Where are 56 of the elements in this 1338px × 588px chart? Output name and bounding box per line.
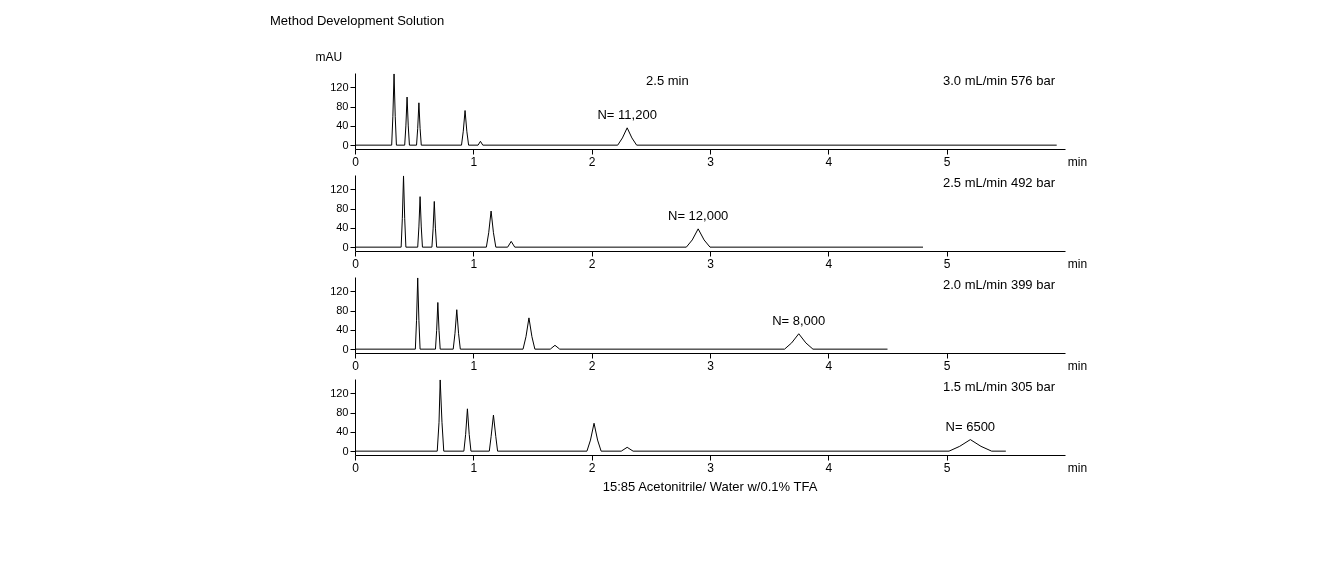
- y-tick-label: 80: [336, 100, 349, 113]
- x-tick-label: 2: [588, 256, 596, 271]
- y-tick-label: 120: [330, 386, 349, 399]
- x-tick-label: 1: [470, 358, 478, 373]
- y-tick-label: 40: [336, 221, 349, 234]
- annotation: 1.5 mL/min 305 bar: [942, 379, 1056, 394]
- x-tick-label: 1: [470, 460, 478, 475]
- y-tick-label: 0: [342, 342, 349, 355]
- y-axis-title: mAU: [315, 49, 343, 64]
- x-tick-label: 2: [588, 460, 596, 475]
- y-tick-label: 40: [336, 323, 349, 336]
- y-tick-label: 40: [336, 425, 349, 438]
- x-tick-label: 1: [470, 256, 478, 271]
- x-tick-label: 0: [352, 460, 360, 475]
- y-tick-label: 0: [342, 138, 349, 151]
- x-tick-label: 2: [588, 154, 596, 169]
- y-tick-label: 0: [342, 444, 349, 457]
- annotation: N= 11,200: [597, 106, 657, 122]
- x-tick-label: 4: [825, 256, 833, 271]
- annotation: N= 12,000: [667, 207, 729, 223]
- x-axis-title: min: [1067, 154, 1088, 169]
- x-tick-label: 5: [943, 154, 951, 169]
- x-tick-label: 3: [707, 256, 715, 271]
- x-tick-label: 4: [825, 154, 833, 169]
- x-axis-title: min: [1067, 358, 1088, 373]
- x-tick-label: 0: [352, 256, 360, 271]
- annotation: N= 8,000: [772, 312, 826, 328]
- x-tick-label: 3: [707, 358, 715, 373]
- text: 15:85 Acetonitrile/ Water w/0.1% TFA: [602, 479, 818, 494]
- x-tick-label: 4: [825, 358, 833, 373]
- y-tick-label: 80: [336, 304, 349, 317]
- x-tick-label: 1: [470, 154, 478, 169]
- x-axis-title: min: [1067, 460, 1088, 475]
- x-tick-label: 4: [825, 460, 833, 475]
- chart-title: Method Development Solution: [270, 13, 445, 28]
- annotation: 2.0 mL/min 399 bar: [942, 277, 1056, 292]
- y-tick-label: 120: [330, 182, 349, 195]
- annotation: N= 6500: [945, 418, 996, 434]
- y-tick-label: 120: [330, 80, 349, 93]
- y-tick-label: 120: [330, 284, 349, 297]
- x-tick-label: 2: [588, 358, 596, 373]
- x-tick-label: 5: [943, 460, 951, 475]
- annotation: 3.0 mL/min 576 bar: [942, 73, 1056, 88]
- x-tick-label: 3: [707, 460, 715, 475]
- x-axis-title: min: [1067, 256, 1088, 271]
- y-tick-label: 80: [336, 406, 349, 419]
- x-tick-label: 0: [352, 154, 360, 169]
- y-tick-label: 80: [336, 202, 349, 215]
- x-tick-label: 5: [943, 256, 951, 271]
- annotation: 2.5 min: [646, 73, 689, 88]
- x-tick-label: 0: [352, 358, 360, 373]
- y-tick-label: 0: [342, 240, 349, 253]
- annotation: 2.5 mL/min 492 bar: [942, 175, 1056, 190]
- x-tick-label: 5: [943, 358, 951, 373]
- y-tick-label: 40: [336, 119, 349, 132]
- x-tick-label: 3: [707, 154, 715, 169]
